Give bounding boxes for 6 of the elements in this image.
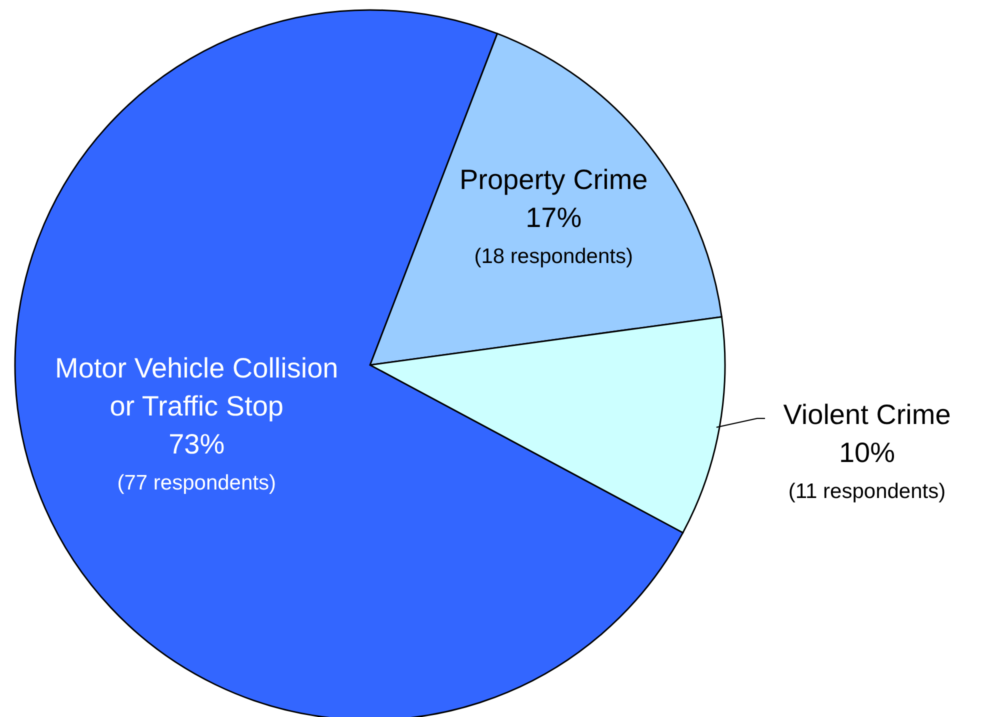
slice-label: Motor Vehicle Collision or Traffic Stop [55,352,338,422]
data-label: 17% (18 respondents) [474,202,633,268]
slice-label: Property Crime [459,164,648,195]
data-label: 10% (11 respondents) [788,436,946,503]
data-label: 73% (77 respondents) [117,428,276,494]
slice-label: Violent Crime [783,398,951,430]
